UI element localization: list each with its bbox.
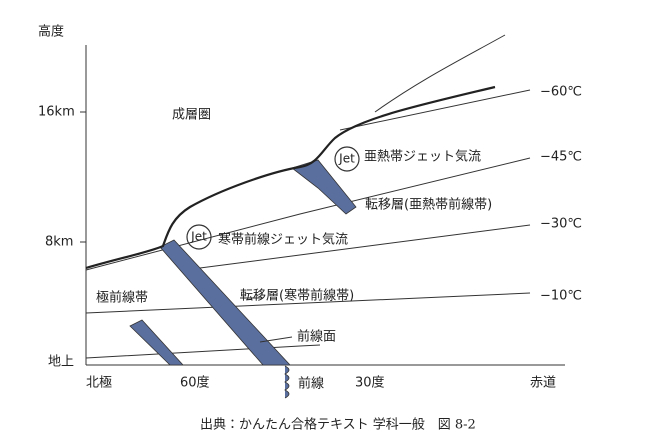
zone-label: 前線面	[297, 329, 336, 345]
isotherm-label: −30℃	[540, 217, 582, 232]
jet-badge: Jet	[190, 230, 207, 244]
zone-label: 転移層(亜熱帯前線帯)	[365, 197, 492, 213]
x-label: 60度	[180, 375, 210, 391]
y-label: 地上	[48, 355, 74, 370]
isotherm-label: −10℃	[540, 289, 582, 304]
isotherm	[199, 224, 531, 269]
tropopause	[85, 85, 496, 270]
front-band	[129, 319, 184, 366]
isotherm-label: −60℃	[540, 85, 582, 100]
leader	[259, 336, 293, 343]
zone-label: 転移層(寒帯前線帯)	[240, 288, 354, 304]
isotherm	[339, 89, 531, 131]
jet-badge: Jet	[338, 152, 355, 166]
zone-label: 前線	[298, 376, 324, 392]
jet-label: 亜熱帯ジェット気流	[364, 149, 481, 165]
jet-circle	[334, 146, 360, 172]
x-label: 30度	[355, 375, 385, 391]
isotherm-label: −45℃	[540, 150, 582, 165]
isotherm	[85, 157, 531, 271]
x-label: 北極	[86, 376, 112, 391]
isotherm	[85, 344, 321, 359]
y-label: 16km	[38, 105, 75, 120]
x-label: 赤道	[530, 376, 556, 391]
jet-label: 寒帯前線ジェット気流	[218, 232, 348, 248]
region-label: 極前線帯	[96, 290, 148, 306]
region-label: 成層圏	[172, 108, 211, 123]
y-title: 高度	[38, 24, 64, 40]
tropopause-upper	[374, 34, 506, 113]
polar-front-band	[159, 239, 291, 366]
isotherm	[85, 292, 531, 314]
jet-circle	[186, 224, 212, 250]
caption: 出典：かんたん合格テキスト 学科一般 図 8-2	[200, 417, 476, 433]
y-label: 8km	[45, 235, 73, 250]
front-symbol	[284, 365, 290, 399]
subtropical-band	[291, 159, 357, 215]
